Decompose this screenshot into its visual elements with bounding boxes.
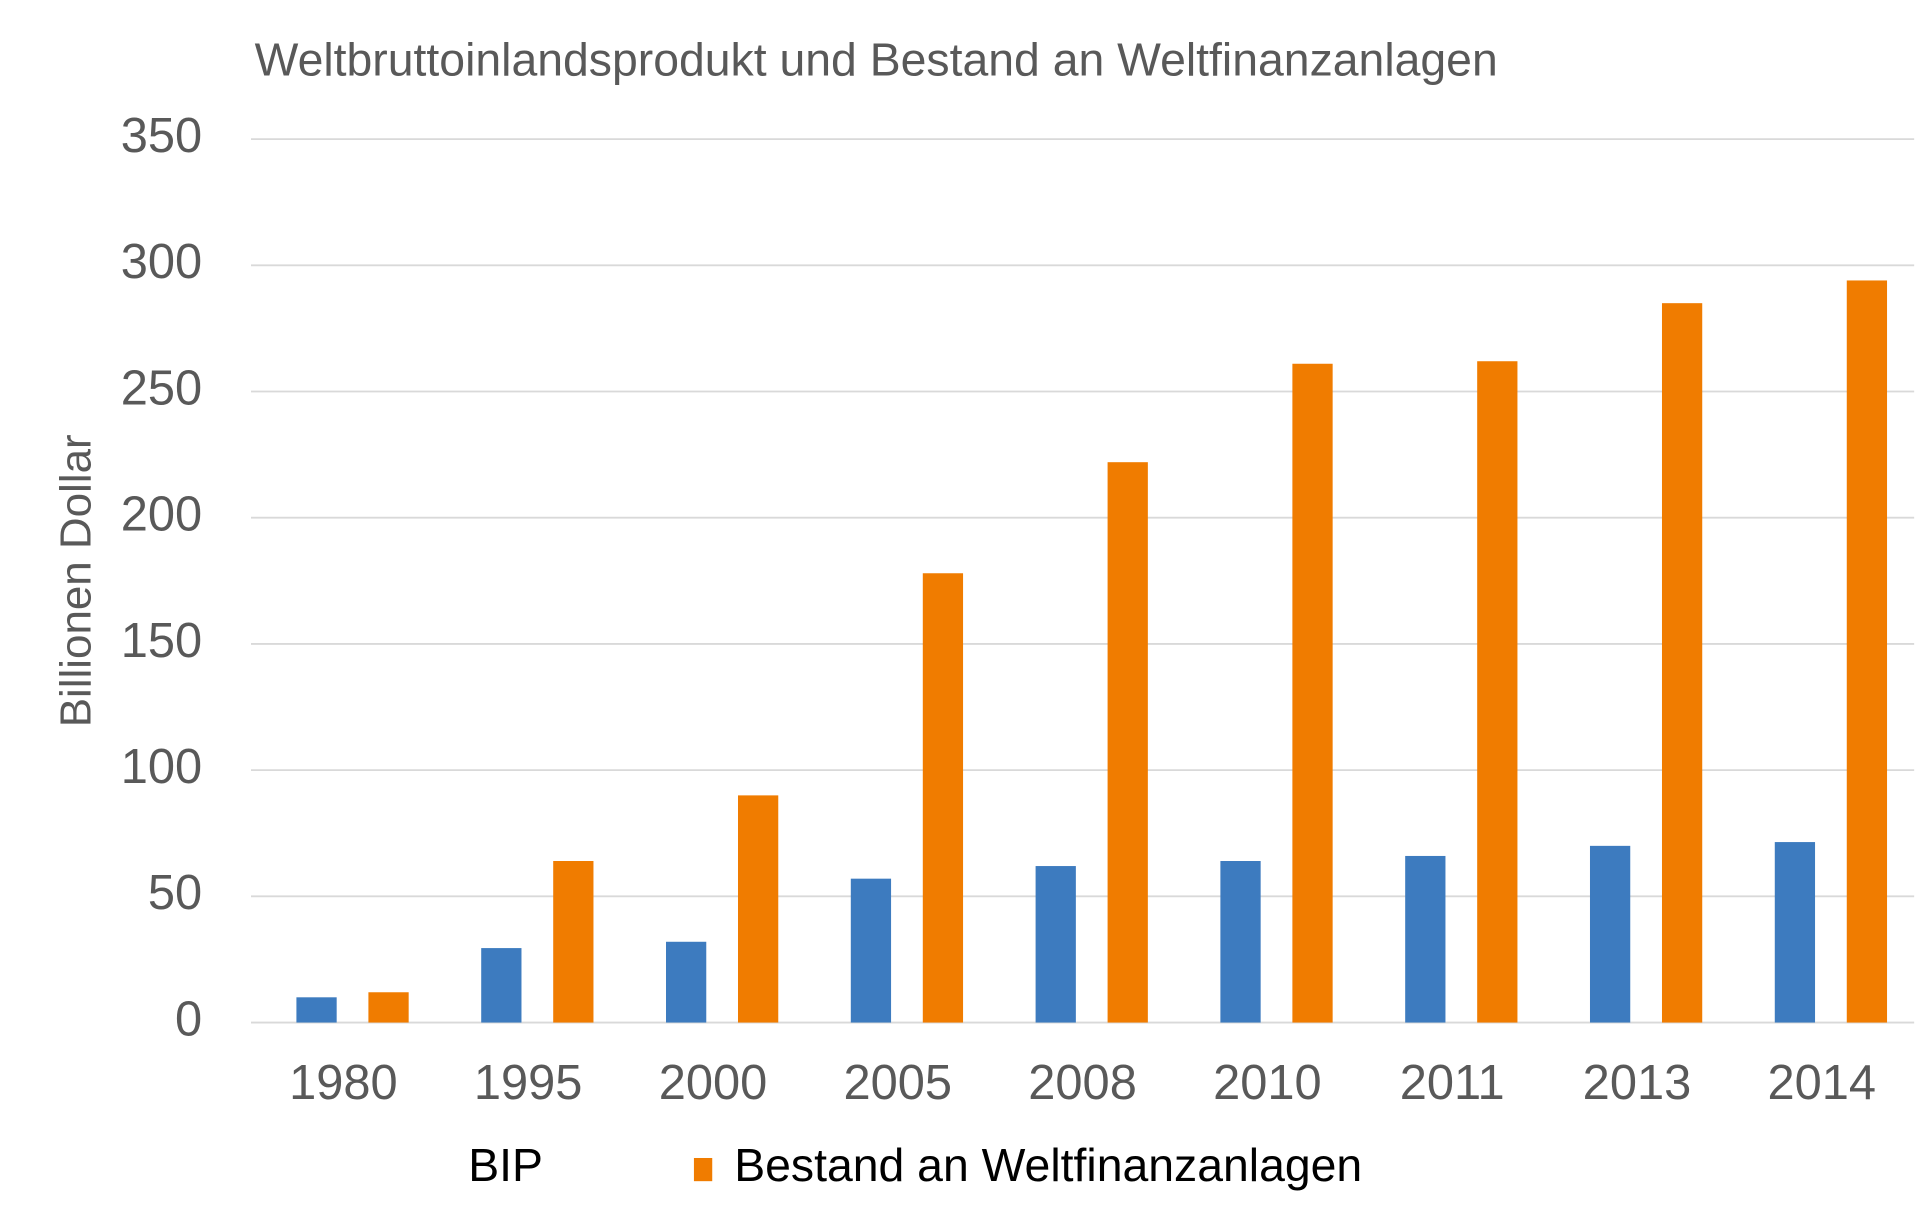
legend-label: BIP — [468, 1139, 543, 1191]
y-axis-label: Billionen Dollar — [52, 434, 101, 727]
x-tick-label: 2013 — [1583, 1056, 1692, 1110]
y-tick-label: 200 — [121, 488, 202, 542]
bar — [1774, 842, 1816, 1023]
x-tick-label: 2010 — [1213, 1056, 1322, 1110]
x-tick-label: 2000 — [659, 1056, 768, 1110]
bar — [1292, 363, 1333, 1023]
y-tick-label: 250 — [121, 361, 202, 415]
x-tick-label: 2011 — [1400, 1056, 1505, 1110]
bar — [1846, 280, 1888, 1023]
chart-title: Weltbruttoinlandsprodukt und Bestand an … — [255, 34, 1498, 86]
x-tick-label: 2005 — [843, 1056, 952, 1110]
legend-label: Bestand an Weltfinanzanlagen — [734, 1139, 1362, 1191]
bar — [1661, 303, 1703, 1023]
bar — [368, 992, 409, 1023]
x-tick-label: 2008 — [1028, 1056, 1137, 1110]
bar — [1589, 845, 1631, 1023]
y-tick-label: 150 — [121, 614, 202, 668]
x-tick-label: 1980 — [289, 1056, 398, 1110]
bar — [666, 941, 707, 1023]
bar — [1107, 462, 1148, 1023]
y-tick-label: 100 — [121, 740, 202, 794]
x-tick-label: 1995 — [474, 1056, 583, 1110]
y-tick-label: 300 — [121, 235, 202, 289]
bar — [737, 795, 779, 1023]
bar — [1477, 361, 1518, 1023]
bar — [1405, 855, 1446, 1023]
y-tick-label: 50 — [148, 866, 202, 920]
y-tick-label: 0 — [175, 992, 202, 1046]
bar — [1220, 861, 1261, 1023]
bar — [922, 573, 964, 1023]
bar — [850, 878, 892, 1023]
bar — [481, 948, 522, 1023]
x-tick-label: 2014 — [1767, 1056, 1876, 1110]
y-tick-label: 350 — [121, 109, 202, 163]
legend-marker — [693, 1157, 713, 1182]
bar — [553, 861, 594, 1023]
bar — [1035, 866, 1076, 1023]
bar — [296, 997, 337, 1023]
